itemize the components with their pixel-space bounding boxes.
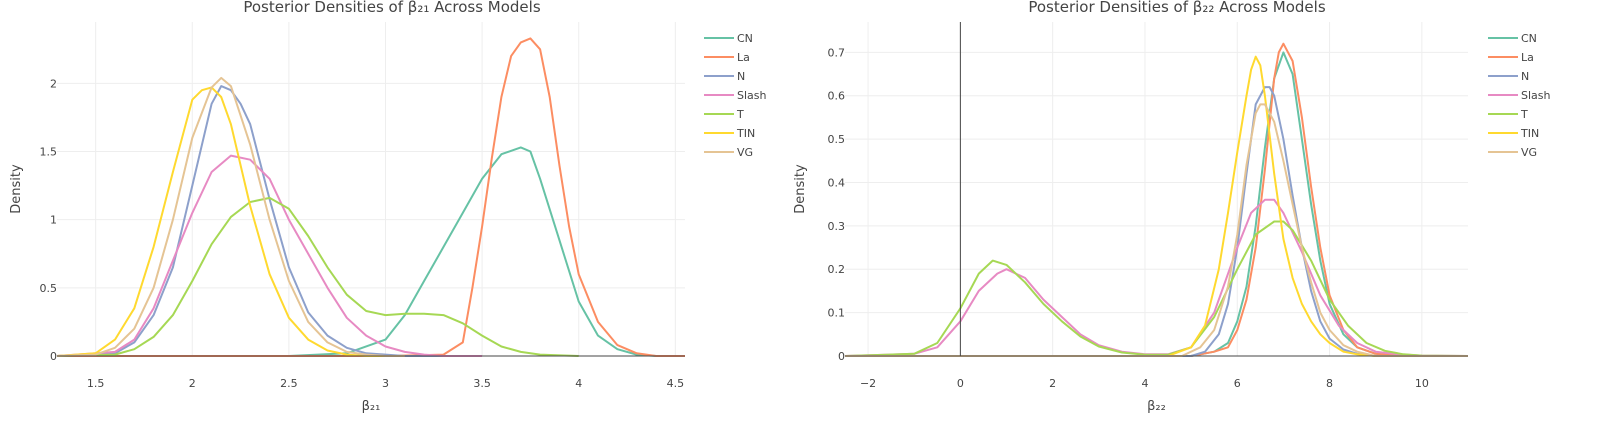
legend-label: TIN xyxy=(1520,127,1539,140)
chart-1: −2 0 2 4 6 8 10 0 0.1 0.2 0.3 0.4 0.5 0.6 0.7 Posterior… xyxy=(793,0,1551,414)
y-tick-label: 0.3 xyxy=(828,220,846,233)
chart-title: Posterior Densities of β₂₂ Across Models xyxy=(1028,0,1325,16)
chart-0: 1.5 2 2.5 3 3.5 4 4.5 0 0.5 1 1.5 2 Posterior Densit… xyxy=(9,0,767,414)
series-line-slash xyxy=(56,154,483,357)
y-tick-label: 0.7 xyxy=(828,46,846,59)
chart-title: Posterior Densities of β₂₁ Across Models xyxy=(243,0,540,16)
series-line-cn xyxy=(57,146,685,357)
legend-item-la[interactable]: La xyxy=(704,51,750,64)
legend-item-cn[interactable]: CN xyxy=(1488,32,1537,45)
legend-item-tin[interactable]: TIN xyxy=(704,127,755,140)
legend-item-n[interactable]: N xyxy=(1488,70,1529,83)
legend-label: Slash xyxy=(737,89,767,102)
legend-label: N xyxy=(1521,70,1529,83)
x-tick-label: 0 xyxy=(957,377,964,390)
series-line-tin xyxy=(56,86,386,357)
series-line-la xyxy=(845,42,1468,357)
series-line-t xyxy=(56,196,579,357)
y-axis-title: Density xyxy=(793,164,808,214)
y-tick-label: 0.6 xyxy=(828,90,846,103)
legend-item-tin[interactable]: TIN xyxy=(1488,127,1539,140)
legend[interactable]: CN La N Slash T TIN VG xyxy=(704,32,767,159)
legend-label: La xyxy=(737,51,750,64)
x-tick-label: 10 xyxy=(1415,377,1429,390)
legend-label: TIN xyxy=(736,127,755,140)
series-line-la xyxy=(57,37,685,357)
legend-label: CN xyxy=(1521,32,1537,45)
y-axis-title: Density xyxy=(9,164,24,214)
legend-item-la[interactable]: La xyxy=(1488,51,1534,64)
legend-item-slash[interactable]: Slash xyxy=(704,89,767,102)
x-tick-label: 3 xyxy=(382,377,389,390)
legend-item-t[interactable]: T xyxy=(704,108,744,121)
x-axis-title: β₂₁ xyxy=(362,399,381,414)
y-tick-label: 1 xyxy=(50,214,57,227)
x-tick-label: 4 xyxy=(1141,377,1148,390)
series-line-vg xyxy=(56,76,405,357)
legend-label: N xyxy=(737,70,745,83)
x-tick-label: 6 xyxy=(1234,377,1241,390)
series-line-n xyxy=(845,86,1468,357)
legend-item-n[interactable]: N xyxy=(704,70,745,83)
x-tick-label: 8 xyxy=(1326,377,1333,390)
legend-label: CN xyxy=(737,32,753,45)
y-tick-label: 0.4 xyxy=(828,176,846,189)
y-tick-label: 0.5 xyxy=(828,133,846,146)
x-tick-label: 4 xyxy=(575,377,582,390)
legend[interactable]: CN La N Slash T TIN VG xyxy=(1488,32,1551,159)
y-tick-label: 0.2 xyxy=(828,263,846,276)
series-line-tin xyxy=(845,55,1468,357)
y-tick-label: 0 xyxy=(50,350,57,363)
legend-label: Slash xyxy=(1521,89,1551,102)
y-tick-label: 2 xyxy=(50,77,57,90)
x-tick-label: 2.5 xyxy=(280,377,298,390)
legend-label: T xyxy=(1520,108,1528,121)
series-line-n xyxy=(56,85,444,357)
series-line-cn xyxy=(845,51,1468,357)
x-tick-label: 2 xyxy=(189,377,196,390)
legend-item-vg[interactable]: VG xyxy=(704,146,753,159)
y-tick-label: 0.5 xyxy=(40,282,58,295)
y-tick-label: 0.1 xyxy=(828,307,846,320)
y-tick-label: 1.5 xyxy=(40,146,58,159)
y-tick-label: 0 xyxy=(838,350,845,363)
legend-label: T xyxy=(736,108,744,121)
series-line-slash xyxy=(844,198,1469,357)
x-tick-label: 4.5 xyxy=(667,377,685,390)
x-tick-label: 1.5 xyxy=(87,377,105,390)
x-tick-label: 2 xyxy=(1049,377,1056,390)
legend-item-t[interactable]: T xyxy=(1488,108,1528,121)
series-line-t xyxy=(844,220,1469,357)
legend-item-vg[interactable]: VG xyxy=(1488,146,1537,159)
x-tick-label: 3.5 xyxy=(473,377,491,390)
legend-item-cn[interactable]: CN xyxy=(704,32,753,45)
legend-label: La xyxy=(1521,51,1534,64)
legend-label: VG xyxy=(1521,146,1537,159)
legend-label: VG xyxy=(737,146,753,159)
legend-item-slash[interactable]: Slash xyxy=(1488,89,1551,102)
x-axis-title: β₂₂ xyxy=(1147,399,1166,414)
x-tick-label: −2 xyxy=(860,377,876,390)
series-line-vg xyxy=(845,103,1468,357)
